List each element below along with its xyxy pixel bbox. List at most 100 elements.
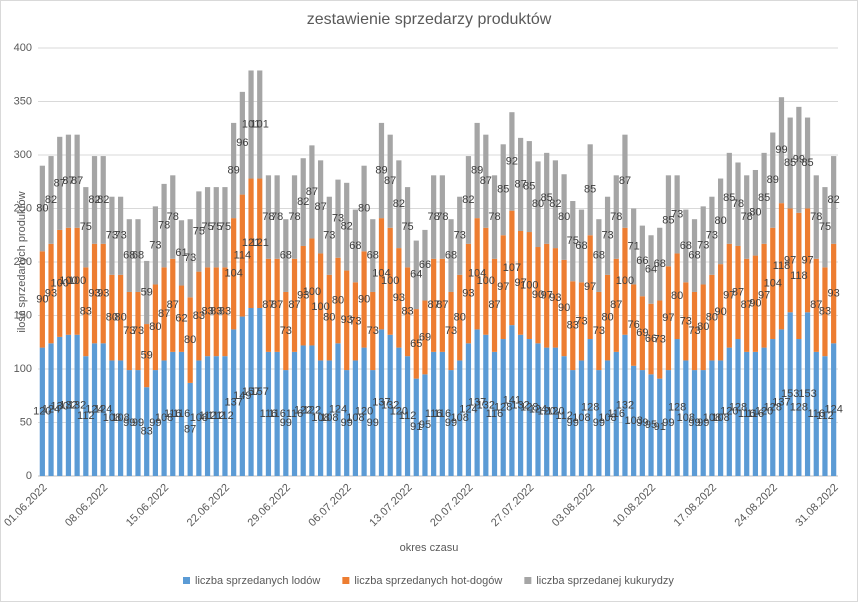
bar-segment <box>761 152 767 244</box>
bar-segment <box>813 258 819 352</box>
data-label: 62 <box>175 313 187 325</box>
data-label: 68 <box>280 249 292 261</box>
bar-segment <box>74 227 80 335</box>
bar-segment <box>778 203 785 330</box>
bar-segment <box>804 312 811 476</box>
data-label: 97 <box>758 290 770 302</box>
bar-segment <box>178 220 185 286</box>
bar-segment <box>778 97 785 204</box>
data-label: 104 <box>224 268 242 280</box>
data-label: 93 <box>341 314 353 326</box>
bar-segment <box>465 343 472 476</box>
data-label: 78 <box>810 211 822 223</box>
bar-segment <box>231 122 237 219</box>
data-label: 116 <box>486 408 504 420</box>
bar-segment <box>691 219 698 292</box>
data-label: 80 <box>706 312 718 324</box>
bar-segment <box>770 132 776 228</box>
bar-segment <box>518 137 524 231</box>
bar-segment <box>639 370 645 476</box>
bar-segment <box>352 282 358 361</box>
data-label: 83 <box>141 426 153 438</box>
data-label: 93 <box>297 290 309 302</box>
bar-segment <box>500 235 506 340</box>
data-label: 87 <box>288 299 300 311</box>
data-label: 99 <box>662 417 674 429</box>
legend-label: liczba sprzedanych lodów <box>195 575 320 587</box>
data-label: 108 <box>111 412 129 424</box>
data-label: 93 <box>88 287 100 299</box>
bar-segment <box>518 230 524 335</box>
bar-segment <box>274 351 280 476</box>
y-tick-label: 150 <box>14 309 32 321</box>
bar-segment <box>152 284 158 371</box>
data-label: 93 <box>828 287 840 299</box>
data-label: 73 <box>575 315 587 327</box>
bar-segment <box>726 243 732 348</box>
data-label: 132 <box>511 399 529 411</box>
data-label: 73 <box>671 208 683 220</box>
data-label: 116 <box>747 408 765 420</box>
x-axis-title: okres czasu <box>400 542 459 554</box>
bar-segment <box>413 309 419 379</box>
data-label: 75 <box>201 221 213 233</box>
bar-segment <box>144 324 150 388</box>
data-label: 132 <box>477 399 495 411</box>
data-label: 99 <box>793 154 805 166</box>
bar-segment <box>222 356 228 476</box>
data-label: 85 <box>723 192 735 204</box>
data-label: 59 <box>141 350 153 362</box>
data-label: 85 <box>662 215 674 227</box>
bar-segment <box>465 243 472 344</box>
bar-segment <box>665 175 672 267</box>
bar-segment <box>231 218 237 330</box>
data-label: 89 <box>228 164 240 176</box>
data-label: 112 <box>816 410 834 422</box>
data-label: 116 <box>268 408 286 420</box>
data-label: 116 <box>434 408 452 420</box>
data-label: 87 <box>732 286 744 298</box>
data-label: 73 <box>445 325 457 337</box>
bar-segment <box>204 356 211 476</box>
data-label: 87 <box>54 177 66 189</box>
data-label: 87 <box>810 299 822 311</box>
bar-segment <box>187 219 193 298</box>
bar-segment <box>170 258 176 352</box>
data-label: 68 <box>593 249 605 261</box>
data-label: 68 <box>680 240 692 252</box>
bar-segment <box>491 351 498 476</box>
bar-segment <box>787 117 793 209</box>
legend-swatch <box>183 577 190 584</box>
data-label: 87 <box>158 308 170 320</box>
data-label: 91 <box>410 421 422 433</box>
bar-segment <box>404 356 411 476</box>
bar-segment <box>178 351 185 476</box>
bar-segment <box>735 162 741 246</box>
bar-segment <box>674 253 680 340</box>
bar-segment <box>161 360 167 476</box>
data-label: 80 <box>714 215 726 227</box>
data-label: 100 <box>381 275 399 287</box>
data-label: 87 <box>184 423 196 435</box>
data-label: 153 <box>781 388 799 400</box>
data-label: 78 <box>732 198 744 210</box>
data-label: 130 <box>51 400 69 412</box>
data-label: 114 <box>234 249 252 261</box>
y-axis-title: ilość sprzedanych produktów <box>16 191 28 332</box>
data-label: 83 <box>567 320 579 332</box>
data-label: 157 <box>242 386 260 398</box>
data-label: 132 <box>68 399 86 411</box>
data-label: 90 <box>714 306 726 318</box>
bar-segment <box>91 343 98 476</box>
bar-segment <box>535 161 541 248</box>
bar-segment <box>326 196 332 275</box>
data-label: 137 <box>772 397 790 409</box>
bar-segment <box>587 339 593 476</box>
data-label: 120 <box>538 406 556 418</box>
bar-segment <box>691 370 698 476</box>
data-label: 108 <box>598 412 616 424</box>
bar-segment <box>465 156 472 244</box>
data-label: 108 <box>711 412 729 424</box>
bar-segment <box>352 360 358 476</box>
bar-segment <box>422 300 428 375</box>
